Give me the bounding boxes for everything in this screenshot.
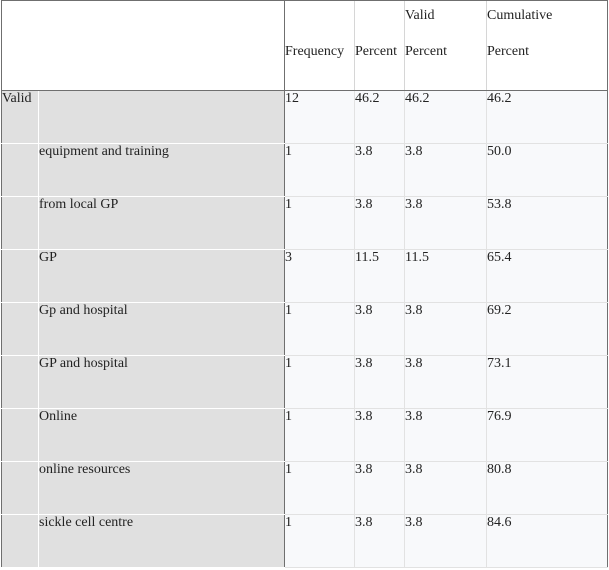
valid-percent-cell: 46.2: [404, 90, 487, 144]
category-cell: GP and hospital: [38, 355, 285, 409]
table-row: Online 1 3.8 3.8 76.9: [1, 408, 608, 462]
frequency-cell: 1: [284, 143, 355, 197]
percent-cell: 11.5: [354, 249, 405, 303]
group-cell: [1, 355, 39, 409]
table-row: sickle cell centre 1 3.8 3.8 84.6: [1, 514, 608, 568]
valid-percent-cell: 3.8: [404, 196, 487, 250]
cumulative-percent-cell: 65.4: [486, 249, 608, 303]
percent-cell: 3.8: [354, 143, 405, 197]
category-cell: online resources: [38, 461, 285, 515]
category-cell: [38, 90, 285, 144]
table-row: online resources 1 3.8 3.8 80.8: [1, 461, 608, 515]
percent-cell: 3.8: [354, 408, 405, 462]
percent-cell: 3.8: [354, 461, 405, 515]
table-row: Valid 12 46.2 46.2 46.2: [1, 90, 608, 144]
category-cell: Gp and hospital: [38, 302, 285, 356]
percent-cell: 3.8: [354, 355, 405, 409]
cumulative-percent-cell: 69.2: [486, 302, 608, 356]
cumulative-percent-cell: 50.0: [486, 143, 608, 197]
table-row: equipment and training 1 3.8 3.8 50.0: [1, 143, 608, 197]
frequency-cell: 1: [284, 355, 355, 409]
group-cell: [1, 461, 39, 515]
frequency-cell: 1: [284, 196, 355, 250]
group-cell: [1, 514, 39, 568]
table-row: GP and hospital 1 3.8 3.8 73.1: [1, 355, 608, 409]
frequency-cell: 1: [284, 461, 355, 515]
valid-percent-cell: 3.8: [404, 143, 487, 197]
category-cell: equipment and training: [38, 143, 285, 197]
group-cell: [1, 196, 39, 250]
valid-percent-cell: 3.8: [404, 302, 487, 356]
table-row: from local GP 1 3.8 3.8 53.8: [1, 196, 608, 250]
header-valid-percent: Valid Percent: [404, 0, 487, 91]
cumulative-percent-cell: 84.6: [486, 514, 608, 568]
category-cell: sickle cell centre: [38, 514, 285, 568]
valid-percent-cell: 3.8: [404, 408, 487, 462]
category-cell: Online: [38, 408, 285, 462]
group-cell: [1, 249, 39, 303]
frequency-cell: 1: [284, 408, 355, 462]
header-frequency: Frequency: [284, 0, 355, 91]
percent-cell: 3.8: [354, 514, 405, 568]
group-cell: [1, 302, 39, 356]
header-percent: Percent: [354, 0, 405, 91]
cumulative-percent-cell: 53.8: [486, 196, 608, 250]
group-label: Valid: [1, 90, 39, 144]
group-cell: [1, 408, 39, 462]
header-row: Frequency Percent Valid Percent Cumulati…: [1, 0, 608, 91]
cumulative-percent-cell: 76.9: [486, 408, 608, 462]
percent-cell: 3.8: [354, 302, 405, 356]
frequency-cell: 1: [284, 514, 355, 568]
header-corner: [1, 0, 285, 91]
header-cumulative-percent: Cumulative Percent: [486, 0, 608, 91]
valid-percent-cell: 11.5: [404, 249, 487, 303]
frequency-cell: 3: [284, 249, 355, 303]
category-cell: GP: [38, 249, 285, 303]
frequency-cell: 12: [284, 90, 355, 144]
cumulative-percent-cell: 73.1: [486, 355, 608, 409]
cumulative-percent-cell: 80.8: [486, 461, 608, 515]
percent-cell: 3.8: [354, 196, 405, 250]
valid-percent-cell: 3.8: [404, 514, 487, 568]
percent-cell: 46.2: [354, 90, 405, 144]
category-cell: from local GP: [38, 196, 285, 250]
table-body: Valid 12 46.2 46.2 46.2 equipment and tr…: [1, 90, 608, 568]
frequency-cell: 1: [284, 302, 355, 356]
valid-percent-cell: 3.8: [404, 461, 487, 515]
table-row: GP 3 11.5 11.5 65.4: [1, 249, 608, 303]
valid-percent-cell: 3.8: [404, 355, 487, 409]
table-row: Gp and hospital 1 3.8 3.8 69.2: [1, 302, 608, 356]
cumulative-percent-cell: 46.2: [486, 90, 608, 144]
group-cell: [1, 143, 39, 197]
